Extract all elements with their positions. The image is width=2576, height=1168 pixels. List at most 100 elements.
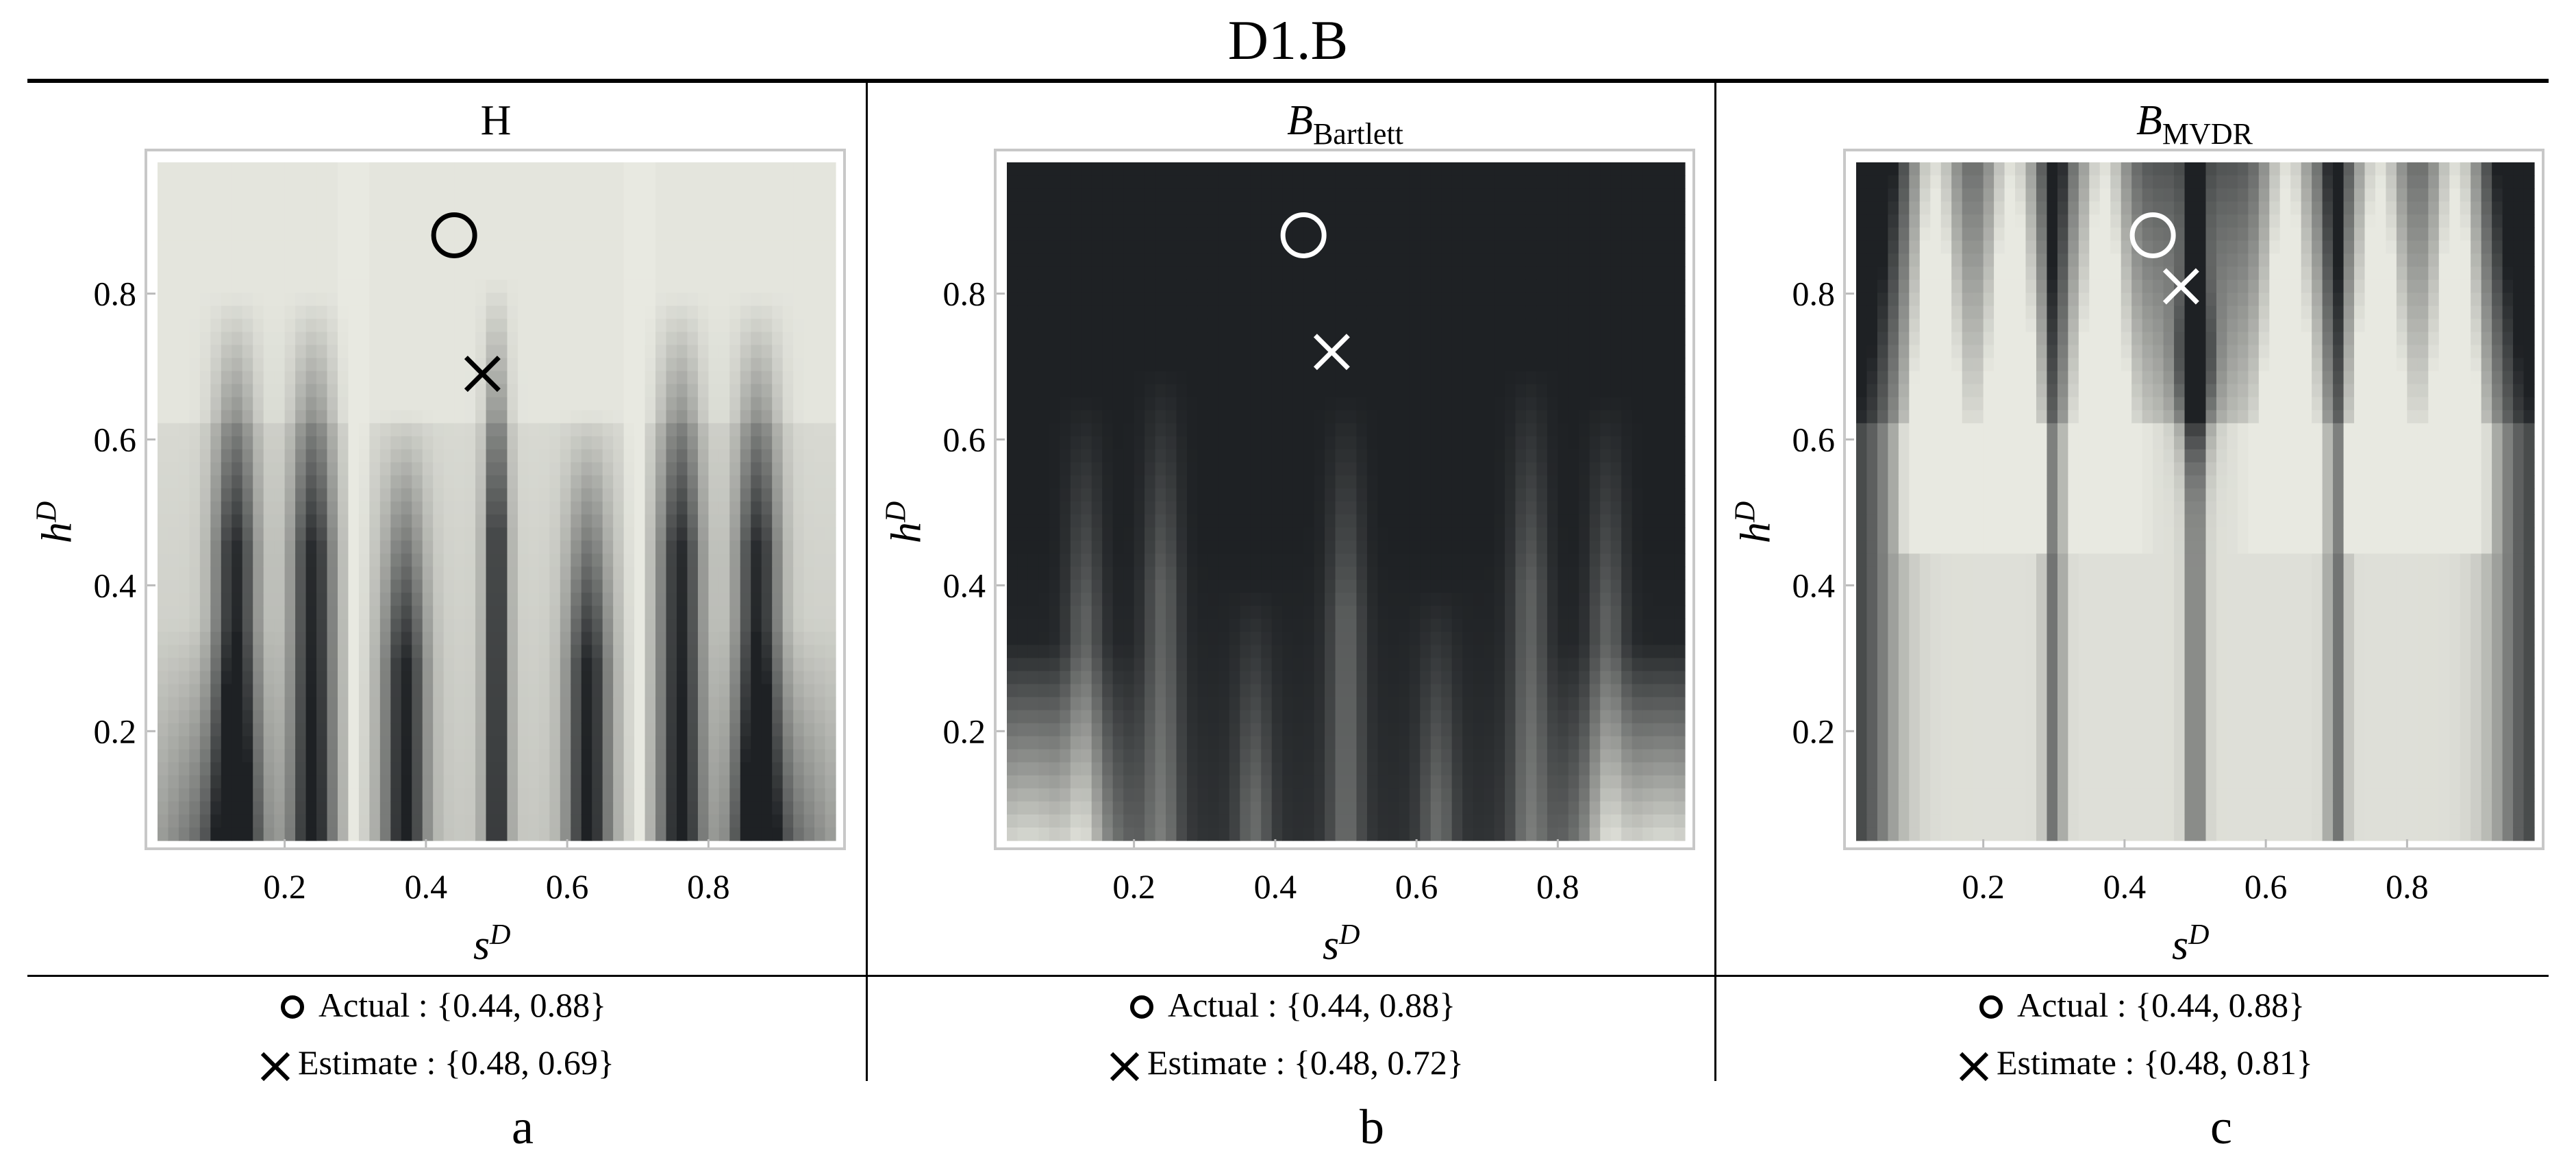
heatmap-cell	[718, 240, 730, 254]
heatmap-cell	[676, 488, 688, 502]
heatmap-cell	[263, 201, 275, 215]
heatmap-cell	[1112, 527, 1124, 541]
heatmap-cell	[528, 488, 540, 502]
heatmap-cell	[1081, 827, 1092, 841]
heatmap-cell	[517, 214, 529, 228]
heatmap-cell	[242, 436, 253, 450]
heatmap-cell	[623, 188, 635, 202]
heatmap-cell	[1049, 514, 1060, 528]
heatmap-cell	[1060, 697, 1071, 711]
heatmap-cell	[676, 345, 688, 359]
heatmap-cell	[1070, 658, 1081, 672]
heatmap-cell	[1240, 462, 1251, 476]
heatmap-cell	[422, 410, 434, 424]
heatmap-cell	[327, 462, 338, 476]
heatmap-cell	[284, 606, 296, 619]
heatmap-cell	[284, 162, 296, 176]
heatmap-cell	[676, 723, 688, 737]
heatmap-cell	[1091, 593, 1103, 606]
heatmap-cell	[645, 606, 656, 619]
heatmap-cell	[232, 436, 243, 450]
heatmap-cell	[1208, 540, 1219, 554]
heatmap-cell	[676, 606, 688, 619]
heatmap-cell	[1060, 554, 1071, 567]
heatmap-cell	[295, 266, 307, 280]
heatmap-cell	[284, 554, 296, 567]
heatmap-cell	[1102, 423, 1114, 437]
heatmap-cell	[825, 306, 836, 320]
heatmap-cell	[782, 201, 794, 215]
heatmap-cell	[379, 227, 391, 241]
heatmap-cell	[803, 710, 815, 724]
heatmap-cell	[793, 801, 805, 815]
heatmap-cell	[517, 514, 529, 528]
heatmap-cell	[740, 788, 751, 802]
heatmap-cell	[305, 788, 317, 802]
heatmap-cell	[422, 227, 434, 241]
heatmap-cell	[613, 593, 625, 606]
heatmap-cell	[740, 501, 751, 515]
heatmap-cell	[1060, 240, 1071, 254]
heatmap-cell	[1303, 762, 1315, 776]
heatmap-cell	[507, 540, 518, 554]
heatmap-cell	[443, 606, 455, 619]
heatmap-cell	[253, 358, 264, 372]
heatmap-cell	[295, 671, 307, 685]
heatmap-cell	[232, 788, 243, 802]
heatmap-cell	[305, 332, 317, 346]
heatmap-cell	[475, 775, 487, 789]
heatmap-cell	[327, 384, 338, 398]
heatmap-cell	[613, 501, 625, 515]
heatmap-cell	[1229, 514, 1240, 528]
heatmap-cell	[1070, 201, 1081, 215]
heatmap-cell	[1070, 240, 1081, 254]
heatmap-cell	[729, 319, 741, 333]
heatmap-cell	[1166, 710, 1177, 724]
heatmap-cell	[782, 554, 794, 567]
heatmap-cell	[1102, 240, 1114, 254]
heatmap-cell	[178, 723, 190, 737]
heatmap-cell	[168, 527, 179, 541]
heatmap-cell	[538, 658, 550, 672]
heatmap-cell	[1038, 188, 1050, 202]
heatmap-cell	[316, 567, 328, 580]
heatmap-cell	[1081, 358, 1092, 372]
heatmap-cell	[412, 188, 423, 202]
heatmap-cell	[1102, 697, 1114, 711]
heatmap-cell	[1038, 449, 1050, 463]
heatmap-cell	[772, 240, 784, 254]
heatmap-cell	[422, 319, 434, 333]
heatmap-cell	[1102, 567, 1114, 580]
heatmap-cell	[751, 306, 762, 320]
heatmap-cell	[1208, 684, 1219, 698]
heatmap-cell	[751, 723, 762, 737]
heatmap-cell	[422, 788, 434, 802]
heatmap-cell	[284, 319, 296, 333]
heatmap-cell	[295, 788, 307, 802]
heatmap-cell	[189, 410, 201, 424]
heatmap-cell	[623, 593, 635, 606]
heatmap-cell	[793, 214, 805, 228]
heatmap-cell	[1218, 645, 1230, 659]
heatmap-cell	[549, 645, 561, 659]
heatmap-cell	[158, 671, 169, 685]
heatmap-cell	[475, 175, 487, 189]
heatmap-cell	[634, 736, 646, 750]
heatmap-cell	[295, 723, 307, 737]
heatmap-cell	[528, 423, 540, 437]
heatmap-cell	[253, 293, 264, 307]
heatmap-cell	[581, 788, 592, 802]
heatmap-cell	[1197, 371, 1209, 385]
heatmap-cell	[528, 697, 540, 711]
heatmap-cell	[507, 632, 518, 646]
heatmap-cell	[1176, 658, 1188, 672]
heatmap-cell	[443, 162, 455, 176]
heatmap-cell	[1027, 188, 1040, 202]
heatmap-cell	[592, 306, 603, 320]
heatmap-cell	[1303, 606, 1315, 619]
heatmap-cell	[1261, 306, 1273, 320]
heatmap-cell	[528, 736, 540, 750]
heatmap-cell	[369, 201, 381, 215]
heatmap-cell	[348, 710, 360, 724]
heatmap-cell	[1102, 749, 1114, 763]
